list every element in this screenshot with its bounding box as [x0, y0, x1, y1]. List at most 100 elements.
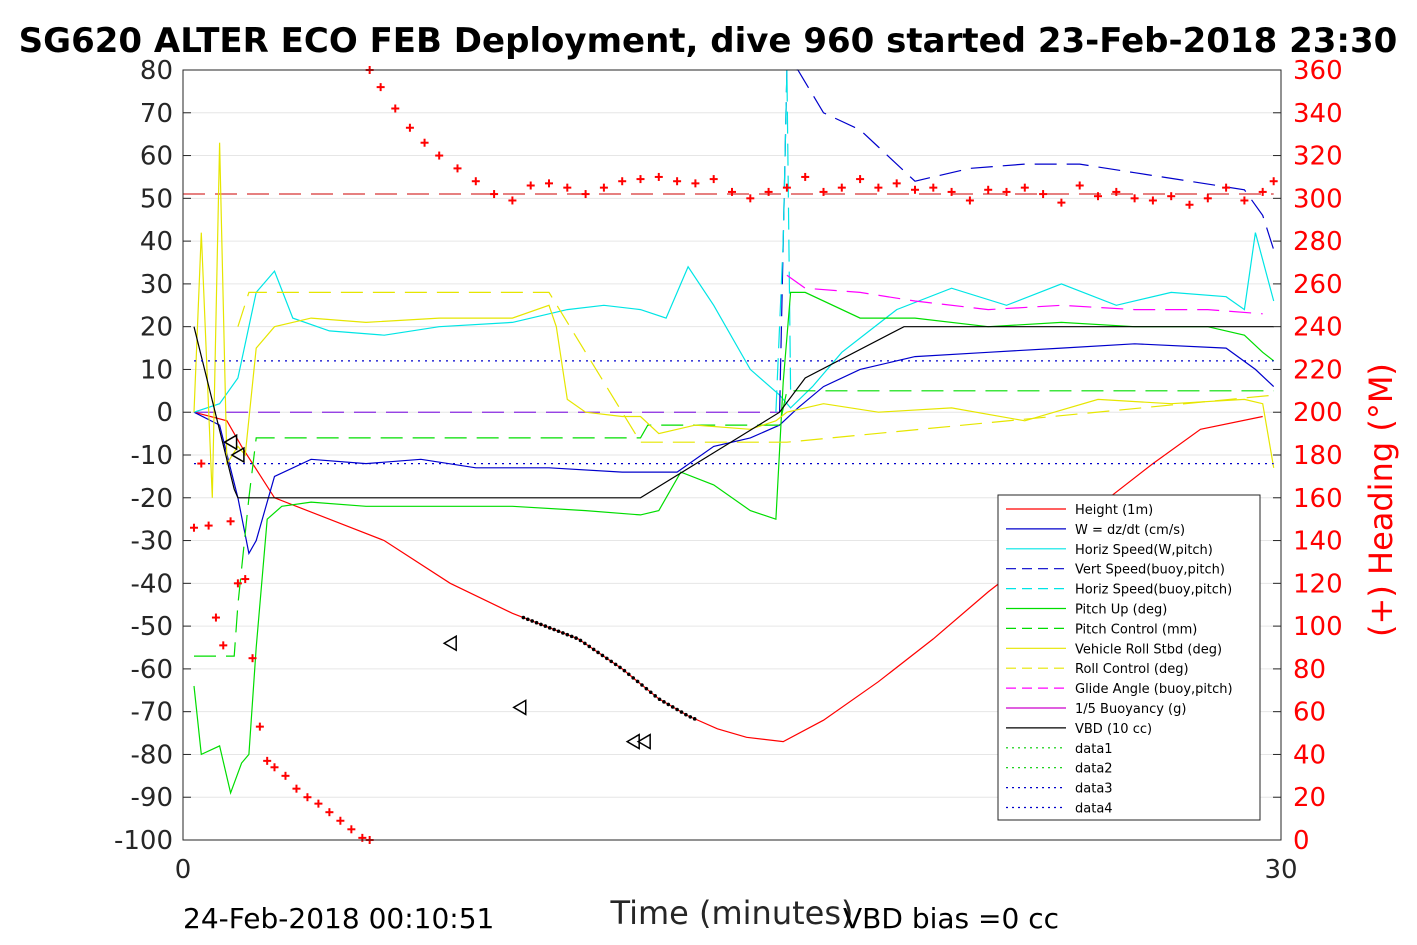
- left-tick-label: 20: [140, 313, 173, 343]
- left-tick-label: 70: [140, 99, 173, 129]
- right-tick-label: 120: [1293, 569, 1343, 599]
- sample-dot: [565, 632, 570, 637]
- sample-dot: [561, 631, 565, 635]
- heading-point: [892, 179, 901, 188]
- right-tick-label: 220: [1293, 355, 1343, 385]
- legend: Height (1m) W = dz/dt (cm/s) Horiz Speed(W…: [997, 494, 1261, 821]
- legend-label: data1: [1075, 742, 1113, 757]
- right-tick-label: 260: [1293, 270, 1343, 300]
- left-tick-label: -90: [131, 783, 173, 813]
- heading-point: [453, 164, 462, 173]
- legend-label: data4: [1075, 802, 1113, 817]
- series-line-horiz-speed-w-pitch: [193, 232, 1275, 413]
- right-tick-label: 40: [1293, 740, 1326, 770]
- heading-point: [292, 784, 301, 793]
- heading-point: [618, 177, 627, 186]
- sample-dot: [653, 694, 657, 698]
- sample-dot: [626, 672, 631, 677]
- heading-point: [691, 179, 700, 188]
- right-tick-label: 60: [1293, 698, 1326, 728]
- sample-dot: [657, 697, 662, 702]
- right-tick-label: 320: [1293, 142, 1343, 172]
- heading-point: [347, 825, 356, 834]
- heading-point: [563, 183, 572, 192]
- heading-point: [526, 181, 535, 190]
- heading-point: [241, 575, 250, 584]
- sample-dot: [534, 620, 539, 625]
- sample-dot: [574, 636, 578, 640]
- sample-dot: [679, 710, 684, 714]
- sample-dot: [670, 705, 675, 709]
- sample-dot: [688, 715, 693, 719]
- sample-dot: [521, 615, 526, 620]
- legend-label: Pitch Up (deg): [1075, 603, 1167, 618]
- heading-point: [746, 194, 755, 203]
- sample-dot: [666, 702, 671, 707]
- right-tick-label: 140: [1293, 527, 1343, 557]
- heading-point: [490, 190, 499, 199]
- heading-point: [336, 816, 345, 825]
- sample-dot: [600, 653, 605, 658]
- heading-point: [1258, 187, 1267, 196]
- triangle-marker: [512, 699, 527, 716]
- triangle-marker: [230, 446, 245, 464]
- sample-dot: [569, 634, 574, 639]
- right-tick-label: 300: [1293, 184, 1343, 214]
- sample-dot: [525, 617, 530, 622]
- left-tick-label: 60: [140, 142, 173, 172]
- series-line-glide-angle-buoy-pitch: [786, 274, 1263, 315]
- right-tick-label: 100: [1293, 612, 1343, 642]
- heading-point: [984, 185, 993, 194]
- sample-dot: [631, 676, 635, 680]
- reference-lines: [183, 193, 1274, 413]
- heading-point: [1094, 192, 1102, 201]
- legend-label: data2: [1075, 762, 1113, 777]
- chart-title: SG620 ALTER ECO FEB Deployment, dive 960…: [19, 21, 1398, 61]
- heading-point: [435, 151, 444, 160]
- sample-dot: [583, 641, 587, 646]
- left-tick-label: -70: [131, 698, 173, 728]
- triangle-markers: [223, 433, 697, 750]
- heading-point: [1185, 200, 1194, 209]
- right-tick-label: 340: [1293, 99, 1343, 129]
- sample-dot: [556, 629, 561, 634]
- sample-dot: [662, 700, 666, 704]
- series-line-roll-control-deg: [237, 291, 1274, 443]
- heading-point: [303, 793, 312, 802]
- series-line-pitch-up-deg: [193, 291, 1275, 795]
- series-line-horiz-speed-buoy-pitch: [775, 69, 792, 413]
- sample-dot: [622, 668, 627, 673]
- left-tick-label: 80: [140, 56, 173, 86]
- heading-point: [1112, 187, 1121, 196]
- sample-dot: [578, 638, 583, 643]
- heading-point: [856, 175, 865, 184]
- heading-point: [219, 641, 228, 650]
- sample-dot: [692, 717, 697, 721]
- heading-point: [248, 654, 257, 663]
- legend-label: Pitch Control (mm): [1075, 622, 1197, 637]
- heading-point: [947, 187, 956, 196]
- series-line-vbd-10-cc: [193, 326, 1274, 499]
- heading-markers: [189, 66, 1278, 844]
- heading-point: [471, 177, 480, 186]
- heading-point: [1020, 183, 1029, 192]
- heading-point: [1057, 198, 1066, 207]
- left-tick-label: -20: [131, 484, 173, 514]
- right-tick-label: 240: [1293, 313, 1343, 343]
- left-tick-label: 10: [140, 355, 173, 385]
- heading-point: [508, 196, 517, 205]
- heading-point: [545, 179, 553, 188]
- right-tick-label: 360: [1293, 56, 1343, 86]
- heading-point: [204, 521, 213, 530]
- heading-point: [391, 104, 400, 113]
- heading-point: [581, 190, 590, 199]
- left-tick-label: -30: [131, 527, 173, 557]
- heading-point: [233, 579, 242, 588]
- legend-label: W = dz/dt (cm/s): [1075, 523, 1185, 538]
- heading-point: [709, 175, 718, 184]
- legend-label: VBD (10 cc): [1075, 722, 1152, 737]
- heading-point: [764, 187, 773, 196]
- legend-label: Horiz Speed(buoy,pitch): [1075, 583, 1232, 598]
- sample-dot: [609, 659, 614, 664]
